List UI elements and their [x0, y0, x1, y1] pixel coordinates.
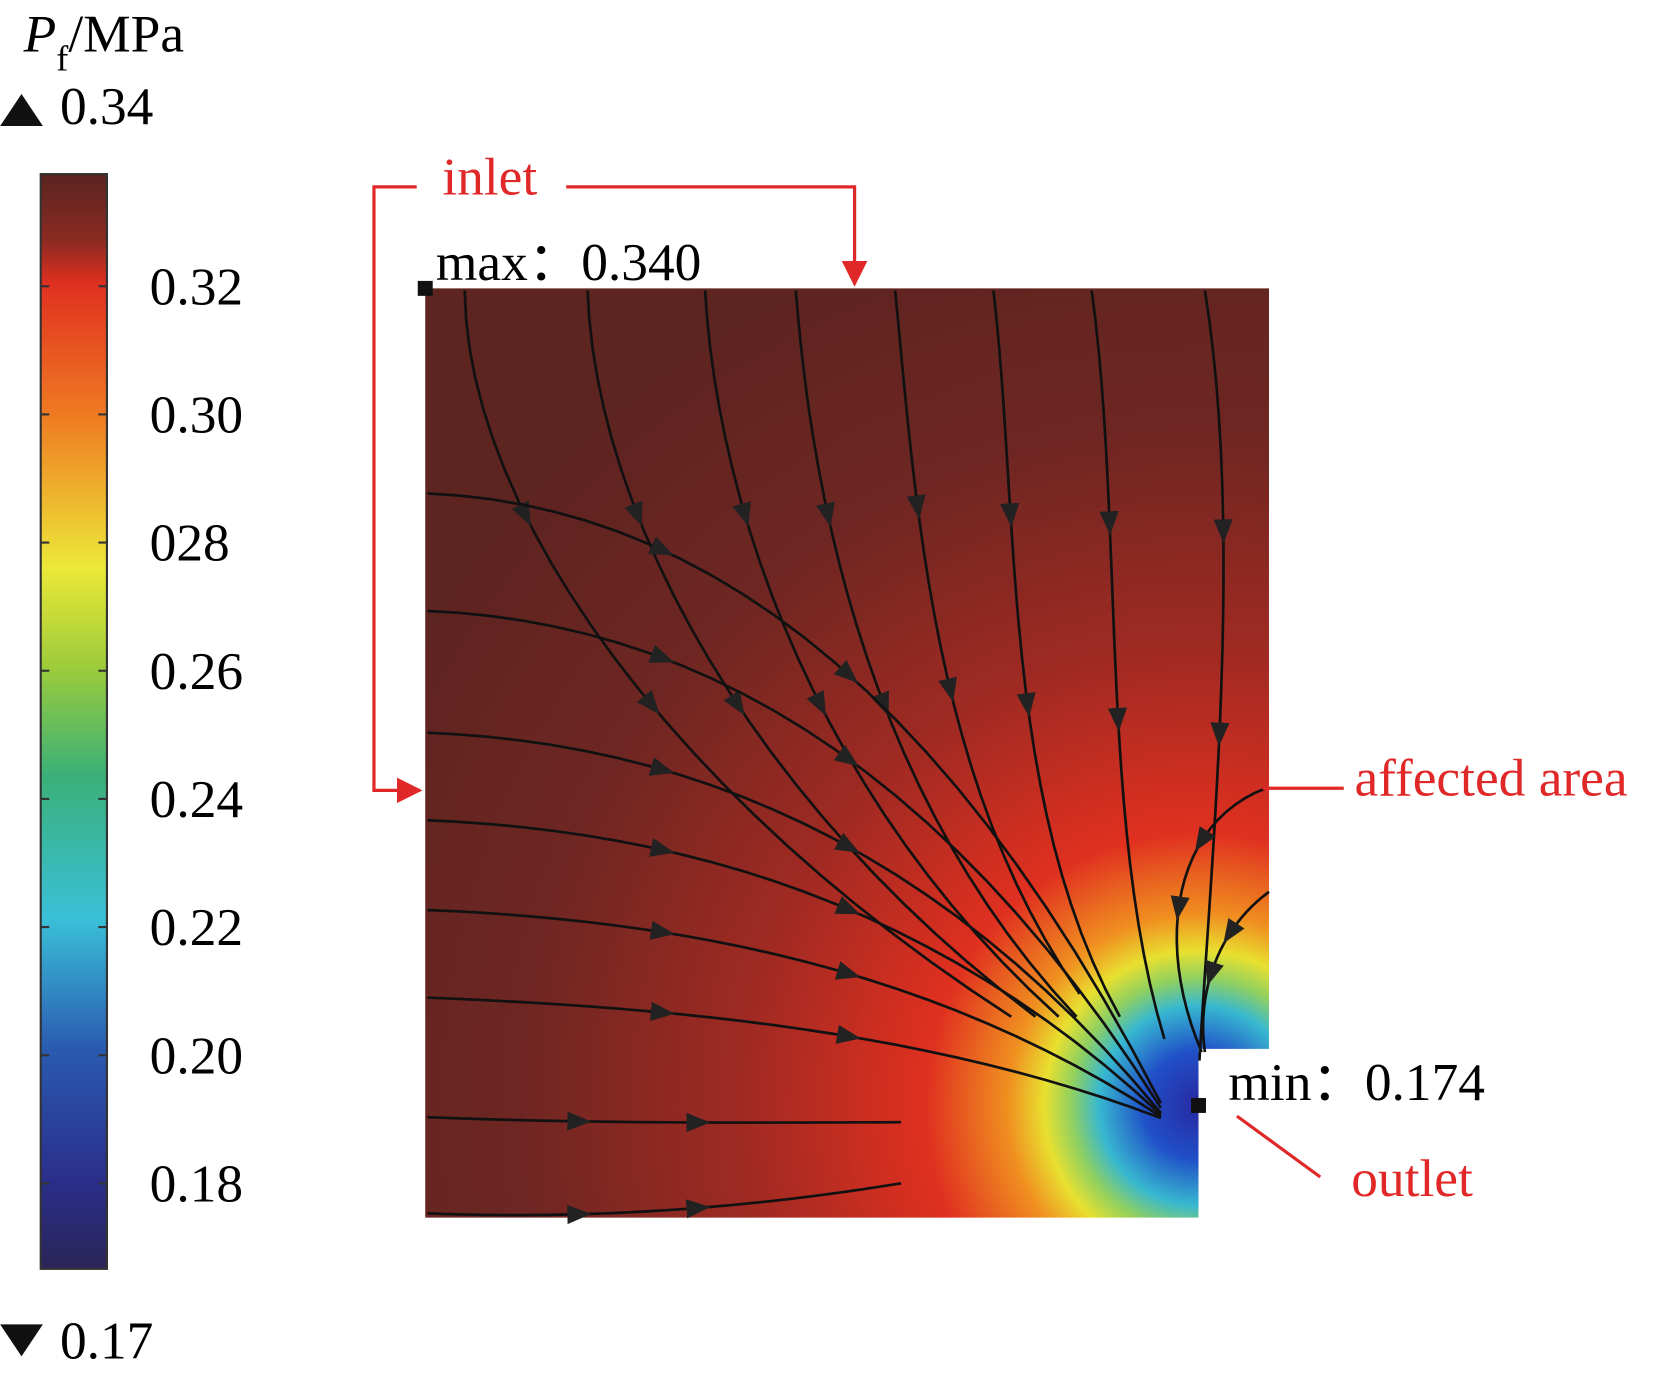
- inlet-arrow: [372, 185, 423, 804]
- min-label: min：0.174: [1228, 1052, 1485, 1112]
- streamline-arrow: [649, 838, 675, 857]
- max-point: [417, 280, 433, 296]
- colorbar-min: 0.17: [60, 1311, 153, 1371]
- streamline-arrow: [649, 920, 675, 940]
- streamline: [992, 290, 1122, 1018]
- streamline-arrow: [647, 536, 674, 556]
- streamline-arrow: [1194, 826, 1216, 852]
- streamline-arrow: [648, 644, 675, 663]
- streamline-arrow: [835, 1024, 861, 1044]
- outlet-label: outlet: [1351, 1148, 1473, 1208]
- streamline: [427, 1115, 902, 1124]
- colorbar-tick-label: 0.30: [150, 385, 243, 445]
- streamline: [794, 290, 1078, 1018]
- colorbar-max: 0.34: [60, 76, 153, 136]
- streamline-arrow: [906, 494, 926, 520]
- streamline-arrow: [1205, 959, 1224, 986]
- streamline-arrow: [723, 689, 745, 716]
- streamline-arrow: [938, 676, 957, 703]
- streamline-arrow: [834, 896, 861, 915]
- colorbar-tick-label: 0.22: [150, 897, 243, 957]
- streamline-arrow: [1223, 918, 1245, 944]
- streamline-arrow: [833, 832, 860, 853]
- streamline-arrow: [834, 961, 861, 980]
- streamline: [427, 996, 1162, 1120]
- streamline: [427, 908, 1162, 1118]
- streamline: [427, 1181, 902, 1217]
- streamline: [427, 731, 1162, 1114]
- streamline-arrow: [816, 501, 835, 528]
- streamline: [1090, 290, 1166, 1040]
- min-point: [1191, 1097, 1206, 1113]
- colorbar-tick-label: 0.32: [150, 256, 243, 316]
- affected-label: affected area: [1354, 748, 1627, 808]
- streamline-arrow: [1000, 502, 1020, 528]
- streamline-arrow: [685, 1199, 711, 1219]
- streamline: [427, 609, 1163, 1109]
- max-label: max：0.340: [436, 232, 701, 292]
- streamline-arrow: [1016, 692, 1036, 718]
- colorbar-tick-label: 028: [150, 513, 230, 573]
- max-triangle: [0, 93, 43, 127]
- colorbar-tick-label: 0.24: [150, 769, 243, 829]
- streamline: [1175, 786, 1267, 1053]
- colorbar-tick-label: 0.18: [150, 1154, 243, 1214]
- inlet-arrow: [566, 185, 868, 287]
- colorbar-tick-label: 0.20: [150, 1025, 243, 1085]
- streamline: [586, 290, 1037, 1018]
- inlet-label: inlet: [442, 146, 537, 206]
- streamline-arrow: [833, 659, 859, 683]
- streamline-arrow: [648, 757, 675, 776]
- streamline: [893, 290, 1081, 995]
- streamline-arrow: [636, 689, 660, 715]
- min-triangle: [0, 1324, 43, 1357]
- streamline: [427, 818, 1162, 1116]
- streamline-arrow: [833, 744, 859, 767]
- streamline: [703, 290, 1060, 1018]
- streamline-arrow: [624, 500, 643, 527]
- streamline-arrow: [511, 500, 531, 527]
- colorbar: [39, 173, 109, 1270]
- streamline-arrow: [732, 501, 751, 527]
- streamline-arrow: [649, 1001, 675, 1022]
- streamline: [427, 492, 1163, 1104]
- outlet-leader: [1236, 1114, 1322, 1179]
- streamline-arrow: [871, 690, 889, 717]
- streamline: [1198, 290, 1225, 1061]
- colorbar-title: Pf/MPa: [23, 3, 184, 78]
- streamline-arrow: [806, 690, 826, 716]
- colorbar-tick-label: 0.26: [150, 641, 243, 701]
